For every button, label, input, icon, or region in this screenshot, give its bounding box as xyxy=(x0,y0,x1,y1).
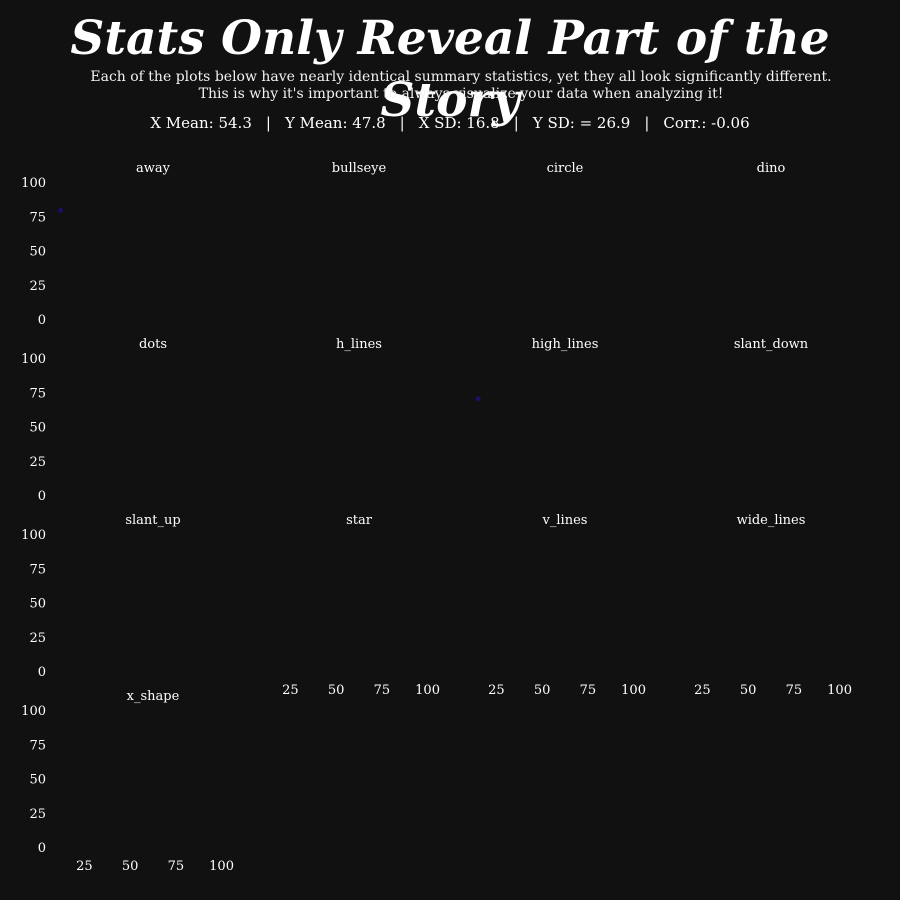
y-tick-label: 50 xyxy=(29,597,46,612)
stat-y-sd: Y SD: = 26.9 xyxy=(532,114,631,132)
y-tick-label: 0 xyxy=(38,841,46,856)
y-tick-label: 75 xyxy=(29,210,46,225)
x-tick-label: 100 xyxy=(621,683,646,698)
stat-y-mean: Y Mean: 47.8 xyxy=(284,114,386,132)
x-tick-label: 25 xyxy=(282,683,299,698)
facet-label-slant_down: slant_down xyxy=(734,337,809,352)
x-tick-label: 25 xyxy=(488,683,505,698)
y-tick-label: 100 xyxy=(21,176,46,191)
y-tick-label: 25 xyxy=(29,279,46,294)
subtitle-line-2: This is why it's important to always vis… xyxy=(198,86,724,102)
facet-label-dots: dots xyxy=(139,337,167,352)
facet-label-away: away xyxy=(136,161,171,176)
stat-separator: | xyxy=(513,114,519,132)
x-tick-label: 25 xyxy=(76,859,93,874)
stat-separator: | xyxy=(644,114,650,132)
stat-correlation: Corr.: -0.06 xyxy=(663,114,750,132)
y-tick-label: 25 xyxy=(29,807,46,822)
x-tick-label: 100 xyxy=(209,859,234,874)
facet-label-high_lines: high_lines xyxy=(532,337,599,352)
x-tick-label: 50 xyxy=(122,859,139,874)
facet-label-dino: dino xyxy=(757,161,786,176)
y-tick-label: 100 xyxy=(21,704,46,719)
x-tick-label: 75 xyxy=(374,683,391,698)
facet-label-x_shape: x_shape xyxy=(127,689,180,704)
y-tick-label: 50 xyxy=(29,245,46,260)
y-tick-label: 50 xyxy=(29,773,46,788)
x-tick-label: 75 xyxy=(168,859,185,874)
stat-x-mean: X Mean: 54.3 xyxy=(150,114,252,132)
y-tick-label: 100 xyxy=(21,352,46,367)
stat-separator: | xyxy=(399,114,405,132)
x-tick-label: 50 xyxy=(740,683,757,698)
chart-title: Stats Only Reveal Part of the Story xyxy=(70,11,830,128)
stat-x-sd: X SD: 16.8 xyxy=(418,114,500,132)
facet-label-v_lines: v_lines xyxy=(542,513,588,528)
x-tick-label: 75 xyxy=(580,683,597,698)
y-tick-label: 75 xyxy=(29,738,46,753)
x-tick-label: 50 xyxy=(328,683,345,698)
y-tick-label: 0 xyxy=(38,489,46,504)
x-tick-label: 75 xyxy=(786,683,803,698)
x-tick-label: 50 xyxy=(534,683,551,698)
y-tick-label: 25 xyxy=(29,455,46,470)
chart-subtitle: Each of the plots below have nearly iden… xyxy=(0,69,900,103)
x-tick-label: 100 xyxy=(827,683,852,698)
y-tick-label: 50 xyxy=(29,421,46,436)
data-point-away xyxy=(58,207,64,213)
y-tick-label: 100 xyxy=(21,528,46,543)
subtitle-line-1: Each of the plots below have nearly iden… xyxy=(90,69,832,85)
facet-label-slant_up: slant_up xyxy=(125,513,180,528)
summary-stats: X Mean: 54.3 | Y Mean: 47.8 | X SD: 16.8 | Y S… xyxy=(0,114,900,132)
facet-label-h_lines: h_lines xyxy=(336,337,382,352)
y-tick-label: 0 xyxy=(38,313,46,328)
y-tick-label: 0 xyxy=(38,665,46,680)
x-tick-label: 25 xyxy=(694,683,711,698)
facet-label-bullseye: bullseye xyxy=(332,161,387,176)
facet-label-wide_lines: wide_lines xyxy=(737,513,806,528)
stat-separator: | xyxy=(265,114,271,132)
facet-label-circle: circle xyxy=(547,161,584,176)
y-tick-label: 75 xyxy=(29,386,46,401)
x-tick-label: 100 xyxy=(415,683,440,698)
data-point-high_lines xyxy=(475,396,481,402)
facet-label-star: star xyxy=(346,513,373,528)
y-tick-label: 25 xyxy=(29,631,46,646)
y-tick-label: 75 xyxy=(29,562,46,577)
